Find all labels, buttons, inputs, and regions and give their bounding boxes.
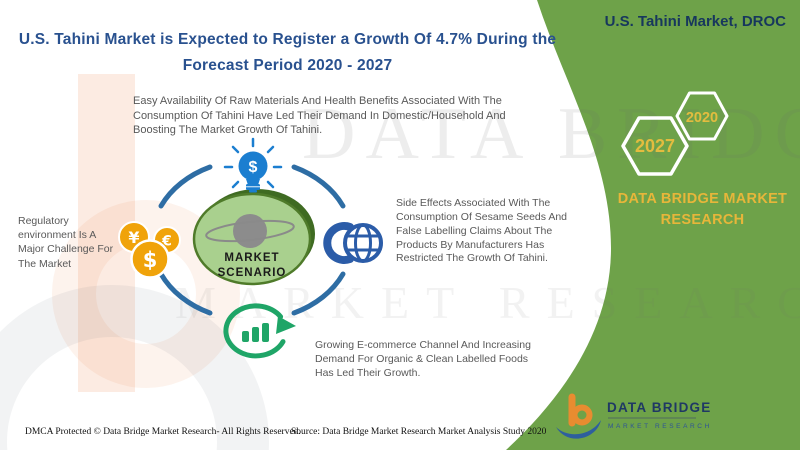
euro-symbol: €: [161, 234, 172, 250]
market-droc-label: U.S. Tahini Market, DROC: [604, 13, 786, 30]
idea-bulb-icon: $: [223, 137, 283, 193]
hexagon-2027: [621, 116, 689, 176]
hexagon-2020-label: 2020: [686, 110, 718, 126]
logo-mark-icon: [556, 393, 601, 439]
page-title: U.S. Tahini Market is Expected to Regist…: [0, 31, 575, 75]
challenge-text: Regulatory environment Is A Major Challe…: [18, 215, 114, 270]
opportunity-text: Growing E-commerce Channel And Increasin…: [315, 339, 531, 379]
brand-text-line2: RESEARCH: [660, 212, 745, 229]
market-scenario-ellipse: MARKET SCENARIO: [192, 189, 315, 286]
forecast-hexagons: 2027 2020: [621, 91, 729, 176]
saturn-planet-icon: [205, 214, 295, 248]
driver-text: Easy Availability Of Raw Materials And H…: [133, 95, 506, 137]
hexagon-2027-label: 2027: [635, 136, 675, 156]
hexagon-2020: [675, 91, 729, 141]
source-note: Source: Data Bridge Market Research Mark…: [291, 427, 547, 437]
dmca-notice: DMCA Protected © Data Bridge Market Rese…: [25, 427, 301, 437]
page-title-line1: U.S. Tahini Market is Expected to Regist…: [18, 31, 557, 48]
center-label-line2: SCENARIO: [218, 267, 287, 279]
dollar-symbol: $: [143, 248, 158, 272]
yen-symbol: ¥: [128, 228, 139, 247]
brand-text: DATA BRIDGE MARKET RESEARCH: [600, 189, 800, 231]
orbit-ring: [158, 164, 346, 316]
brand-text-line1: DATA BRIDGE MARKET: [617, 191, 788, 207]
restraint-text: Side Effects Associated With The Consump…: [396, 197, 568, 265]
center-label-line1: MARKET: [224, 252, 279, 264]
globe-icon: [323, 222, 383, 264]
logo-subtitle: MARKET RESEARCH: [608, 423, 712, 430]
currency-coins-icon: ¥ € $: [118, 221, 181, 279]
page-title-line2: Forecast Period 2020 - 2027: [182, 57, 393, 74]
growth-chart-icon: [223, 303, 296, 359]
bulb-dollar-symbol: $: [249, 159, 258, 176]
company-logo: DATA BRIDGE MARKET RESEARCH: [556, 393, 712, 439]
logo-title: DATA BRIDGE: [607, 400, 711, 415]
